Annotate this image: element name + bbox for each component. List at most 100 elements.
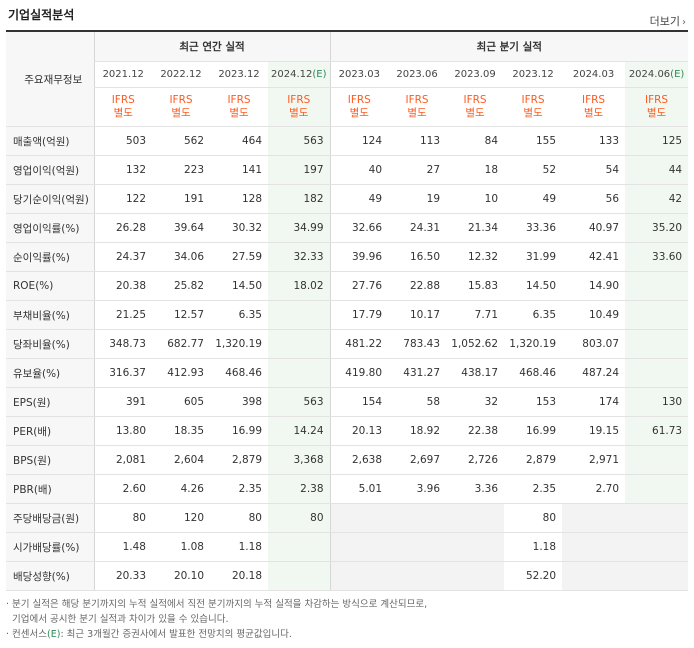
table-cell: 803.07	[562, 329, 626, 359]
table-cell	[625, 358, 689, 388]
table-cell: 33.60	[625, 242, 689, 272]
ifrs-badge: IFRS 별도	[504, 87, 563, 127]
period-label: 2022.12	[160, 69, 202, 80]
table-row: PER(배) 13.80 18.35 16.99 14.24 20.13 18.92 22.3…	[6, 416, 689, 446]
table-cell: 4.26	[152, 474, 210, 504]
table-cell: 1,320.19	[504, 329, 563, 359]
table-cell: 1,052.62	[446, 329, 505, 359]
table-cell: 2,604	[152, 445, 210, 475]
table-cell	[625, 474, 689, 504]
table-cell: 682.77	[152, 329, 210, 359]
table-cell: 20.10	[152, 561, 210, 591]
table-cell: 2,081	[93, 445, 152, 475]
table-cell: 12.32	[446, 242, 505, 272]
table-cell	[625, 329, 689, 359]
table-cell	[625, 561, 689, 591]
row-label: PER(배)	[6, 416, 94, 446]
table-cell: 468.46	[210, 358, 268, 388]
estimate-mark: (E)	[670, 69, 685, 80]
table-cell: 2.35	[504, 474, 563, 504]
table-cell: 783.43	[388, 329, 447, 359]
ifrs-type-label: 별도	[523, 107, 543, 119]
table-cell: 431.27	[388, 358, 447, 388]
more-link[interactable]: 더보기 ›	[650, 13, 686, 29]
table-cell	[625, 503, 689, 533]
table-cell: 1,320.19	[210, 329, 268, 359]
period-header: 2023.03	[329, 61, 389, 88]
ifrs-type-label: 별도	[171, 107, 191, 119]
table-cell: 49	[329, 184, 389, 214]
table-row: 순이익률(%) 24.37 34.06 27.59 32.33 39.96 16.50 12.…	[6, 242, 689, 272]
table-cell: 14.90	[562, 271, 626, 301]
table-row: 유보율(%) 316.37 412.93 468.46 419.80 431.27 438.…	[6, 358, 689, 388]
ifrs-type-label: 별도	[113, 107, 133, 119]
ifrs-label: IFRS	[463, 94, 487, 106]
table-cell: 113	[388, 126, 447, 156]
table-cell: 16.99	[504, 416, 563, 446]
table-cell: 21.34	[446, 213, 505, 243]
table-cell: 27.76	[329, 271, 389, 301]
ifrs-badge: IFRS 별도	[388, 87, 447, 127]
table-cell: 2.60	[93, 474, 152, 504]
table-cell: 30.32	[210, 213, 268, 243]
table-cell: 16.99	[210, 416, 268, 446]
table-cell	[388, 561, 447, 591]
row-label: EPS(원)	[6, 387, 94, 417]
table-cell: 2,726	[446, 445, 505, 475]
table-cell: 154	[329, 387, 389, 417]
table-cell	[446, 561, 505, 591]
table-cell: 26.28	[93, 213, 152, 243]
more-label: 더보기	[649, 15, 680, 28]
table-cell: 503	[93, 126, 152, 156]
table-cell: 468.46	[504, 358, 563, 388]
footnote-2-text: 기업에서 공시한 분기 실적과 차이가 있을 수 있습니다.	[12, 614, 229, 625]
table-cell: 1.18	[210, 532, 268, 562]
table-cell: 2,638	[329, 445, 389, 475]
table-cell	[388, 532, 447, 562]
table-cell: 125	[625, 126, 689, 156]
period-label: 2023.06	[396, 69, 438, 80]
period-header: 2022.12	[152, 61, 210, 88]
row-label: 영업이익(억원)	[6, 155, 94, 185]
table-cell	[268, 561, 331, 591]
table-cell: 1.48	[93, 532, 152, 562]
row-label: 부채비율(%)	[6, 300, 94, 330]
table-cell: 562	[152, 126, 210, 156]
estimate-mark: (E)	[312, 69, 327, 80]
table-cell: 2,971	[562, 445, 626, 475]
footnote-1: · 분기 실적은 해당 분기까지의 누적 실적에서 직전 분기까지의 누적 실적…	[6, 599, 428, 610]
row-label: 유보율(%)	[6, 358, 94, 388]
period-header: 2024.03	[562, 61, 626, 88]
ifrs-label: IFRS	[287, 94, 311, 106]
row-label: 당기순이익(억원)	[6, 184, 94, 214]
table-row: 매출액(억원) 503 562 464 563 124 113 84 155 133 125	[6, 126, 689, 156]
table-row: EPS(원) 391 605 398 563 154 58 32 153 174 130	[6, 387, 689, 417]
table-cell: 2.38	[268, 474, 331, 504]
chevron-right-icon: ›	[682, 17, 686, 28]
footnote-1-text: 분기 실적은 해당 분기까지의 누적 실적에서 직전 분기까지의 누적 실적을 …	[12, 599, 428, 610]
table-cell	[625, 271, 689, 301]
table-cell: 10.49	[562, 300, 626, 330]
table-row: ROE(%) 20.38 25.82 14.50 18.02 27.76 22.88 15.8…	[6, 271, 689, 301]
ifrs-badge: IFRS 별도	[210, 87, 268, 127]
row-label: 시가배당률(%)	[6, 532, 94, 562]
table-cell: 49	[504, 184, 563, 214]
ifrs-label: IFRS	[111, 94, 135, 106]
table-cell: 10	[446, 184, 505, 214]
table-cell: 54	[562, 155, 626, 185]
footnote-3-prefix: 컨센서스	[12, 629, 48, 640]
table-cell: 197	[268, 155, 331, 185]
ifrs-type-label: 별도	[289, 107, 309, 119]
table-cell: 391	[93, 387, 152, 417]
row-label: PBR(배)	[6, 474, 94, 504]
table-cell	[446, 503, 505, 533]
ifrs-type-label: 별도	[646, 107, 667, 119]
row-label: 주당배당금(원)	[6, 503, 94, 533]
table-cell	[446, 532, 505, 562]
table-row: 당기순이익(억원) 122 191 128 182 49 19 10 49 56 42	[6, 184, 689, 214]
ifrs-label: IFRS	[581, 94, 606, 106]
ifrs-badge: IFRS 별도	[562, 87, 626, 127]
row-label: 영업이익률(%)	[6, 213, 94, 243]
table-cell: 40	[329, 155, 389, 185]
table-cell: 2,879	[210, 445, 268, 475]
